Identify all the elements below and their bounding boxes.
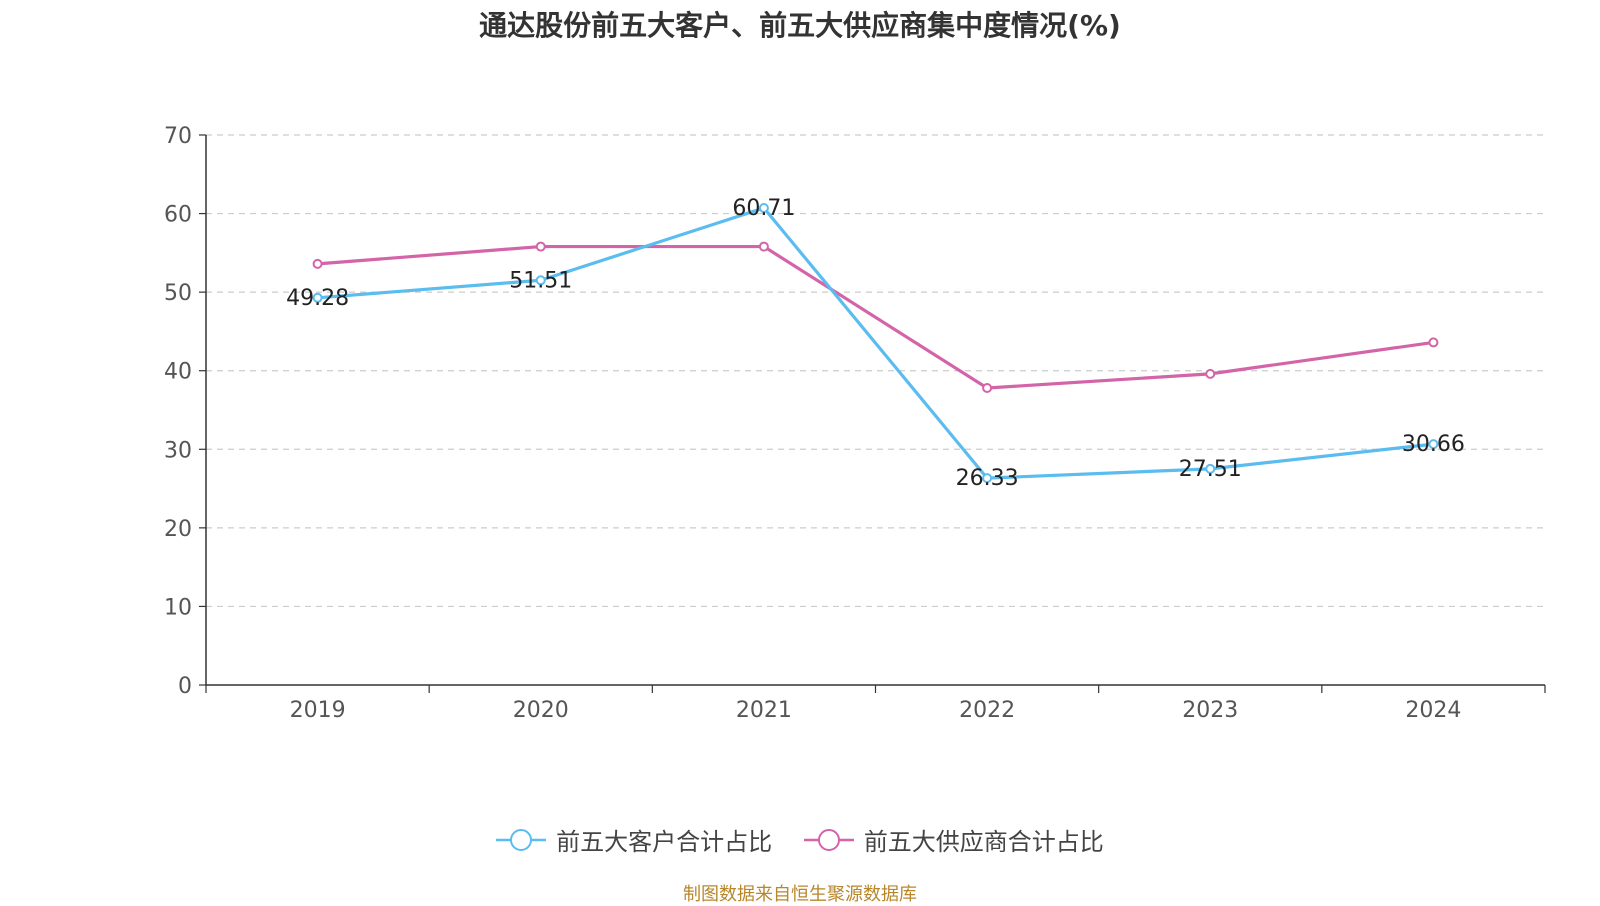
axes: 0 10 20 30 40 50 60 70 2019 2020 2021 2022 2023 2024 [164, 124, 1546, 723]
data-label: 27.51 [1179, 457, 1242, 482]
x-tick-label: 2021 [736, 698, 792, 723]
data-label: 49.28 [286, 286, 349, 311]
x-tick-label: 2023 [1182, 698, 1238, 723]
source-note: 制图数据来自恒生聚源数据库 [683, 884, 917, 905]
x-tick-label: 2024 [1405, 698, 1461, 723]
series-line-customers [317, 206, 1434, 480]
y-tick-label: 50 [164, 281, 192, 306]
data-point[interactable] [758, 202, 769, 213]
legend-item-customers[interactable]: 前五大客户合计占比 [496, 822, 772, 857]
chart-title: 通达股份前五大客户、前五大供应商集中度情况(%) [479, 9, 1121, 42]
legend-line-circle-icon [496, 828, 547, 851]
data-point[interactable] [535, 275, 546, 286]
data-point[interactable] [982, 383, 993, 393]
y-tick-label: 20 [164, 517, 192, 542]
data-label: 30.66 [1402, 432, 1465, 457]
legend-item-suppliers[interactable]: 前五大供应商合计占比 [803, 822, 1104, 857]
legend: 前五大客户合计占比 前五大供应商合计占比 [0, 822, 1600, 858]
x-tick-label: 2020 [513, 698, 569, 723]
data-point[interactable] [312, 258, 323, 269]
y-tick-label: 10 [164, 595, 192, 620]
y-tick-label: 40 [164, 360, 192, 385]
data-point[interactable] [535, 241, 546, 252]
y-tick-label: 0 [178, 674, 192, 699]
data-point[interactable] [1428, 337, 1439, 348]
gridlines [206, 134, 1545, 608]
series-line-suppliers [317, 244, 1434, 390]
y-tick-label: 30 [164, 438, 192, 463]
y-tick-label: 70 [164, 124, 192, 149]
data-point[interactable] [312, 292, 323, 303]
legend-line-circle-icon [803, 828, 854, 851]
data-point[interactable] [1205, 368, 1216, 379]
data-point[interactable] [982, 473, 993, 484]
data-label: 51.51 [509, 268, 572, 293]
legend-label-suppliers: 前五大供应商合计占比 [863, 828, 1104, 856]
data-point[interactable] [1205, 463, 1216, 474]
data-label: 26.33 [956, 466, 1019, 491]
data-label: 60.71 [732, 196, 795, 221]
y-tick-label: 60 [164, 203, 192, 228]
data-point[interactable] [758, 241, 769, 252]
data-point[interactable] [1428, 439, 1439, 450]
data-labels: 49.28 51.51 60.71 26.33 27.51 30.66 [286, 196, 1465, 491]
x-tick-label: 2019 [290, 698, 346, 723]
x-tick-label: 2022 [959, 698, 1015, 723]
legend-label-customers: 前五大客户合计占比 [556, 828, 773, 856]
series-lines [312, 202, 1439, 484]
